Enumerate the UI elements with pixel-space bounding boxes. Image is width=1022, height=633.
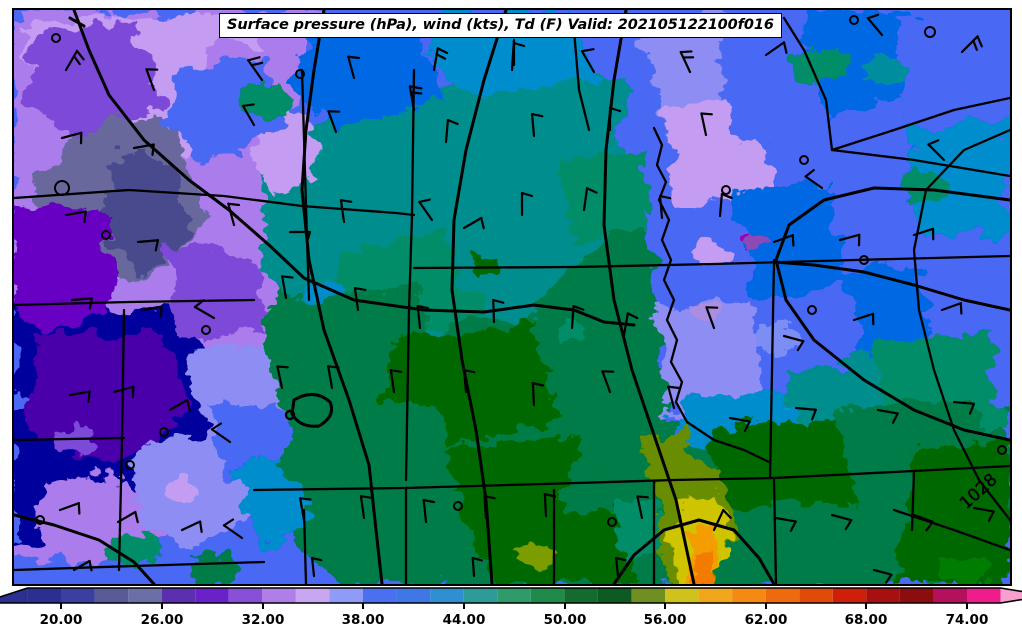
colorbar-segment: [228, 588, 263, 603]
colorbar-segment: [899, 588, 934, 603]
colorbar-tick-labels: 20.00 26.00 32.00 38.00 44.00 50.00 56.00 62.00…: [40, 612, 989, 628]
colorbar-segment: [27, 588, 62, 603]
colorbar-tick-label: 26.00: [141, 612, 184, 628]
colorbar-tick-label: 32.00: [242, 612, 285, 628]
colorbar-tick-label: 68.00: [845, 612, 888, 628]
colorbar-tick-label: 50.00: [544, 612, 587, 628]
colorbar[interactable]: 20.00 26.00 32.00 38.00 44.00 50.00 56.00 62.00…: [0, 586, 1022, 633]
map-svg: 1028: [14, 10, 1010, 584]
colorbar-tick-label: 56.00: [644, 612, 687, 628]
colorbar-segment: [61, 588, 95, 603]
colorbar-segment: [262, 588, 296, 603]
colorbar-outline: [0, 587, 1022, 604]
colorbar-segment: [866, 588, 900, 603]
colorbar-segment: [597, 588, 632, 603]
pressure-isobars: [14, 10, 1010, 584]
dewpoint-field: [14, 10, 1010, 584]
colorbar-segment: [933, 588, 967, 603]
state-borders: [14, 16, 1010, 584]
wind-barbs: [58, 13, 995, 584]
colorbar-tick-label: 62.00: [745, 612, 788, 628]
colorbar-segments: [0, 587, 1022, 604]
map-plot-area[interactable]: 1028: [12, 8, 1012, 586]
colorbar-tick-label: 74.00: [946, 612, 989, 628]
colorbar-segment: [732, 588, 766, 603]
colorbar-segment: [530, 588, 565, 603]
colorbar-segment: [396, 588, 431, 603]
colorbar-segment: [564, 588, 598, 603]
colorbar-segment: [799, 588, 833, 603]
figure-title-text: Surface pressure (hPa), wind (kts), Td (…: [227, 17, 774, 33]
colorbar-segment: [765, 588, 800, 603]
colorbar-tick-label: 20.00: [40, 612, 83, 628]
colorbar-segment: [463, 588, 498, 603]
colorbar-segment: [128, 588, 162, 603]
colorbar-ticks: [60, 603, 968, 609]
colorbar-extend-min: [0, 588, 28, 603]
colorbar-segment: [363, 588, 397, 603]
colorbar-tick-label: 38.00: [342, 612, 385, 628]
colorbar-segment: [967, 588, 1001, 603]
colorbar-segment: [497, 588, 531, 603]
colorbar-svg: 20.00 26.00 32.00 38.00 44.00 50.00 56.00 62.00…: [0, 587, 1022, 628]
figure-title: Surface pressure (hPa), wind (kts), Td (…: [219, 13, 782, 38]
colorbar-segment: [295, 588, 330, 603]
colorbar-segment: [832, 588, 867, 603]
colorbar-segment: [698, 588, 733, 603]
station-markers: [35, 15, 1007, 527]
colorbar-segment: [665, 588, 699, 603]
colorbar-tick-label: 44.00: [443, 612, 486, 628]
colorbar-segment: [94, 588, 129, 603]
colorbar-extend-max: [1000, 588, 1022, 603]
colorbar-segment: [195, 588, 229, 603]
colorbar-segment: [631, 588, 665, 603]
colorbar-segment: [161, 588, 196, 603]
map-raster: 1028: [14, 10, 1010, 584]
colorbar-segment: [430, 588, 464, 603]
colorbar-segment: [329, 588, 363, 603]
